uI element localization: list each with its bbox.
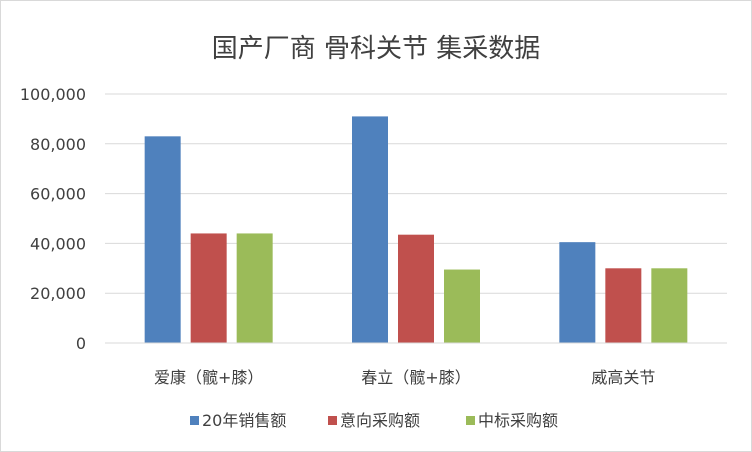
- bars: [144, 116, 688, 343]
- legend-label: 中标采购额: [478, 411, 558, 430]
- chart-title: 国产厂商 骨科关节 集采数据: [212, 34, 541, 64]
- y-tick-label: 40,000: [30, 234, 86, 253]
- bar-1-2: [352, 116, 388, 343]
- legend: 20年销售额 意向采购额 中标采购额: [190, 411, 558, 430]
- bar-2-1: [190, 233, 227, 343]
- bar-3-3: [651, 268, 688, 343]
- bar-2-3: [605, 268, 642, 343]
- y-tick-label: 60,000: [30, 185, 86, 204]
- bar-3-1: [236, 233, 273, 343]
- y-tick-label: 100,000: [20, 85, 86, 104]
- category-label: 威高关节: [591, 368, 655, 387]
- y-tick-label: 0: [76, 334, 86, 353]
- legend-swatch: [190, 416, 199, 425]
- bar-1-1: [144, 136, 181, 343]
- bar-1-3: [559, 242, 596, 343]
- legend-swatch: [466, 416, 475, 425]
- category-label: 爱康（髋+膝）: [154, 368, 263, 387]
- category-label: 春立（髋+膝）: [361, 368, 470, 387]
- y-tick-label: 80,000: [30, 135, 86, 154]
- legend-label: 意向采购额: [340, 411, 420, 430]
- bar-3-2: [444, 269, 480, 343]
- y-axis-tick-labels: 0 20,000 40,000 60,000 80,000 100,000: [20, 85, 86, 353]
- y-tick-label: 20,000: [30, 284, 86, 303]
- bar-2-2: [398, 234, 434, 343]
- legend-swatch: [328, 416, 337, 425]
- x-axis-category-labels: 爱康（髋+膝） 春立（髋+膝） 威高关节: [154, 368, 655, 387]
- legend-label: 20年销售额: [202, 411, 286, 430]
